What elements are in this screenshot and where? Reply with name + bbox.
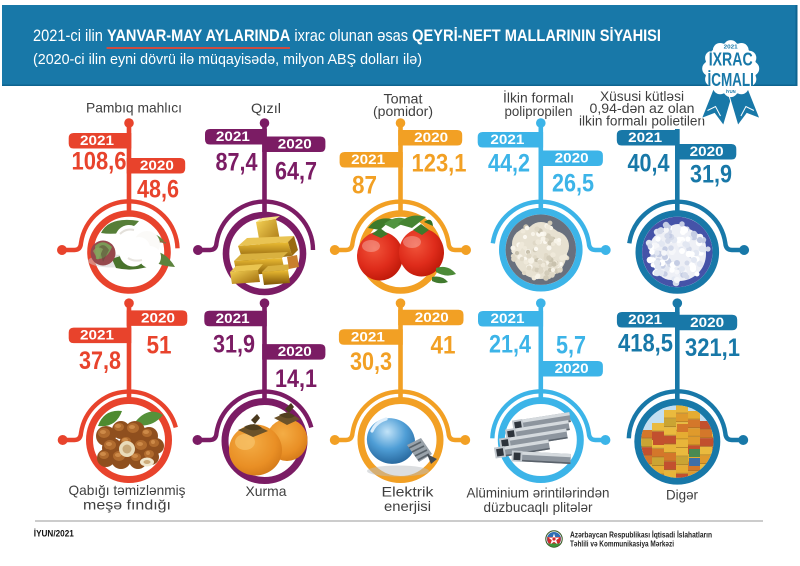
svg-text:64,7: 64,7: [275, 158, 317, 186]
svg-text:2021: 2021: [216, 310, 250, 326]
svg-text:2020: 2020: [415, 309, 449, 325]
svg-text:31,9: 31,9: [690, 161, 732, 189]
svg-text:321,1: 321,1: [685, 334, 740, 362]
svg-text:Qızıl: Qızıl: [251, 100, 281, 116]
svg-text:meşə fındığı: meşə fındığı: [83, 497, 171, 513]
svg-text:108,6: 108,6: [72, 148, 127, 176]
svg-text:2021: 2021: [490, 131, 524, 147]
svg-text:2020: 2020: [278, 343, 312, 359]
svg-text:Xüsusi kütləsi: Xüsusi kütləsi: [600, 88, 684, 104]
svg-text:5,7: 5,7: [556, 332, 586, 360]
svg-text:2021: 2021: [80, 132, 114, 148]
svg-text:21,4: 21,4: [489, 331, 531, 359]
svg-text:polipropilen: polipropilen: [505, 103, 573, 119]
svg-text:2020: 2020: [278, 136, 312, 152]
svg-text:enerjisi: enerjisi: [384, 498, 431, 514]
svg-text:Tomat: Tomat: [384, 91, 423, 107]
svg-text:30,3: 30,3: [350, 348, 392, 376]
svg-text:123,1: 123,1: [412, 150, 467, 178]
svg-text:2020: 2020: [141, 310, 175, 326]
svg-text:31,9: 31,9: [213, 331, 255, 359]
svg-text:87: 87: [352, 172, 377, 200]
svg-text:Qabığı təmizlənmiş: Qabığı təmizlənmiş: [69, 482, 186, 498]
svg-text:İYUN: İYUN: [726, 88, 736, 94]
svg-text:İlkin formalı: İlkin formalı: [503, 89, 574, 106]
svg-text:2020: 2020: [555, 150, 589, 166]
svg-text:Təhlili və Kommunikasiya Mərkə: Təhlili və Kommunikasiya Mərkəzi: [570, 540, 674, 549]
svg-text:2020: 2020: [414, 129, 448, 145]
svg-text:Alüminium ərintilərindən: Alüminium ərintilərindən: [467, 485, 610, 501]
svg-text:44,2: 44,2: [488, 150, 530, 178]
svg-text:düzbucaqlı plitələr: düzbucaqlı plitələr: [484, 499, 593, 515]
svg-text:14,1: 14,1: [275, 365, 317, 393]
svg-text:İCMALI: İCMALI: [707, 70, 754, 90]
svg-text:2021: 2021: [491, 310, 525, 326]
svg-text:Digər: Digər: [666, 487, 698, 503]
svg-text:2021: 2021: [351, 328, 385, 344]
svg-text:0,94-dən az olan: 0,94-dən az olan: [590, 100, 695, 116]
svg-text:41: 41: [431, 331, 456, 359]
svg-text:Azərbaycan Respublikası İqtisa: Azərbaycan Respublikası İqtisadi İslahat…: [570, 529, 712, 539]
svg-text:2021: 2021: [351, 151, 385, 167]
svg-text:İYUN/2021: İYUN/2021: [34, 529, 75, 540]
svg-text:2020: 2020: [690, 143, 724, 159]
svg-text:2021: 2021: [628, 311, 662, 327]
svg-text:87,4: 87,4: [216, 149, 258, 177]
svg-text:Xurma: Xurma: [246, 483, 287, 499]
svg-text:2020: 2020: [555, 360, 589, 376]
svg-text:2020: 2020: [690, 314, 724, 330]
svg-text:37,8: 37,8: [79, 347, 121, 375]
svg-text:51: 51: [147, 331, 172, 359]
svg-text:2020: 2020: [140, 157, 174, 173]
svg-text:ilkin formalı polietilen: ilkin formalı polietilen: [579, 112, 705, 128]
svg-text:26,5: 26,5: [552, 170, 594, 198]
svg-text:Pambıq mahlıcı: Pambıq mahlıcı: [86, 100, 182, 116]
svg-text:2021: 2021: [628, 129, 662, 145]
svg-text:2021: 2021: [724, 45, 738, 51]
svg-text:40,4: 40,4: [628, 150, 670, 178]
svg-text:48,6: 48,6: [137, 176, 179, 204]
svg-text:İXRAC: İXRAC: [709, 50, 753, 70]
svg-text:2021: 2021: [216, 128, 250, 144]
svg-text:2021: 2021: [80, 327, 114, 343]
svg-text:Elektrik: Elektrik: [382, 484, 435, 500]
svg-text:418,5: 418,5: [618, 330, 673, 358]
svg-text:(pomidor): (pomidor): [373, 103, 433, 119]
